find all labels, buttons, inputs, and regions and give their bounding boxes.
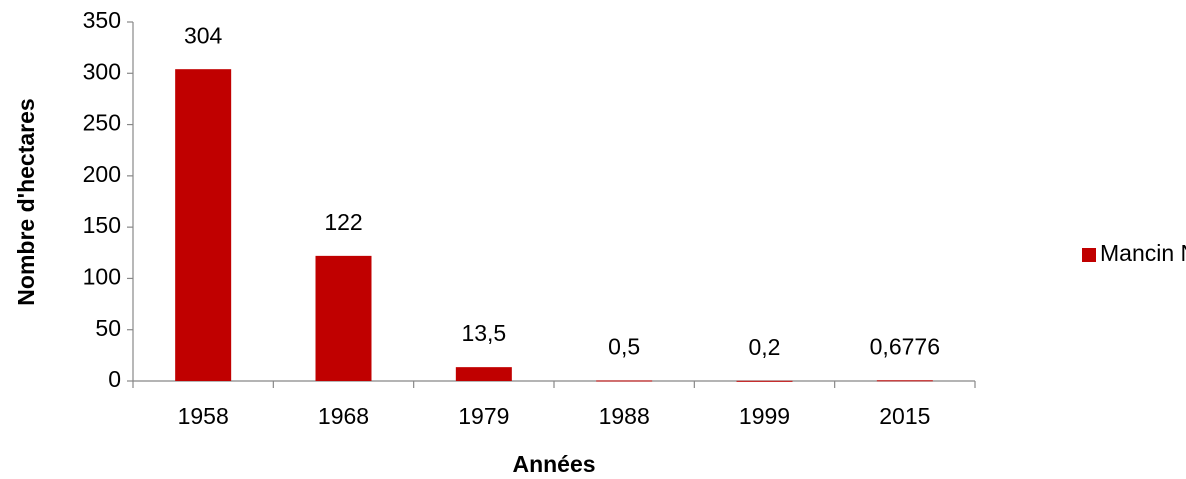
x-tick-label: 1968	[318, 403, 369, 429]
bar	[175, 69, 232, 381]
legend-label: Mancin N	[1100, 240, 1186, 266]
y-tick-label: 0	[108, 366, 121, 392]
data-label: 0,6776	[870, 333, 940, 359]
x-tick-label: 1979	[458, 403, 509, 429]
y-axis-label: Nombre d'hectares	[13, 98, 39, 305]
y-tick-label: 150	[83, 212, 121, 238]
legend-swatch	[1082, 248, 1096, 262]
x-tick-label: 2015	[879, 403, 930, 429]
bar	[455, 367, 512, 381]
bar	[596, 380, 653, 382]
y-tick-label: 100	[83, 264, 121, 290]
bar	[315, 255, 372, 381]
y-tick-label: 200	[83, 161, 121, 187]
y-tick-label: 50	[95, 315, 121, 341]
data-label: 122	[324, 209, 362, 235]
x-tick-label: 1999	[739, 403, 790, 429]
data-label: 0,5	[608, 334, 640, 360]
data-label: 304	[184, 22, 223, 48]
bar	[876, 380, 933, 382]
x-axis-label: Années	[512, 451, 595, 477]
y-tick-label: 300	[83, 58, 121, 84]
y-tick-label: 250	[83, 110, 121, 136]
x-tick-label: 1958	[178, 403, 229, 429]
x-tick-label: 1988	[599, 403, 650, 429]
y-tick-label: 350	[83, 7, 121, 33]
data-label: 0,2	[749, 334, 781, 360]
bar	[736, 380, 793, 382]
data-label: 13,5	[461, 320, 506, 346]
